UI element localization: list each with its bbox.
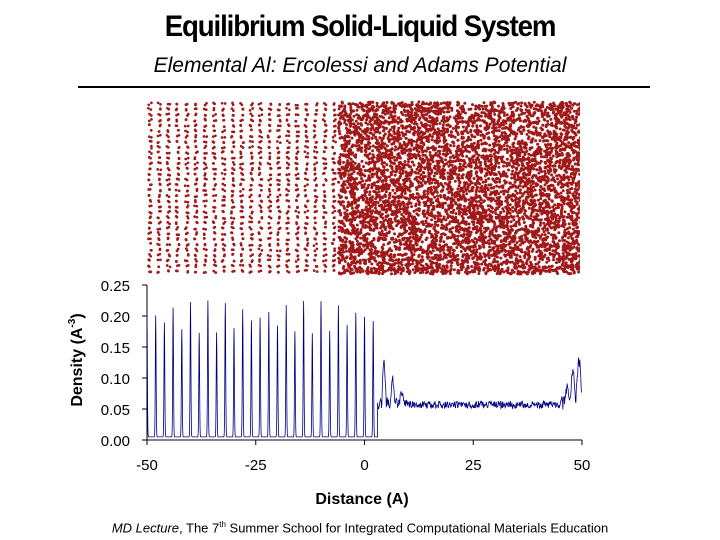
page-title: Equilibrium Solid-Liquid System (164, 10, 557, 43)
footer-superscript: th (219, 520, 226, 529)
y-axis-label: Density (A-3) (67, 313, 86, 406)
footer-lecture: MD Lecture (111, 520, 180, 536)
x-tick-label: -25 (245, 457, 267, 474)
y-tick-label: 0.10 (101, 371, 130, 388)
y-tick-label: 0.25 (101, 278, 130, 295)
footer-credit: MD Lecture, The 7th Summer School for In… (0, 520, 720, 535)
x-tick-label: 50 (574, 457, 591, 474)
solid-phase-atoms (147, 101, 337, 274)
x-tick-label: 0 (360, 457, 368, 474)
density-series-line (146, 300, 582, 438)
page-subtitle: Elemental Al: Ercolessi and Adams Potent… (153, 54, 567, 77)
y-tick-label: 0.05 (101, 402, 130, 419)
x-axis-label: Distance (A) (315, 491, 408, 508)
footer-text-a: , The 7 (179, 520, 220, 536)
atomic-configuration-snapshot (147, 100, 580, 276)
y-tick-label: 0.15 (101, 340, 130, 357)
liquid-phase-atoms (336, 100, 580, 276)
x-tick-label: 25 (465, 457, 482, 474)
title-divider (78, 86, 650, 88)
y-tick-label: 0.20 (101, 309, 130, 326)
y-tick-label: 0.00 (101, 433, 130, 450)
density-profile-chart: Density (A-3) Distance (A) 0.00 0.05 0.10 0… (67, 278, 591, 508)
footer-text-b: Summer School for Integrated Computation… (225, 520, 609, 536)
x-tick-label: -50 (136, 457, 158, 474)
